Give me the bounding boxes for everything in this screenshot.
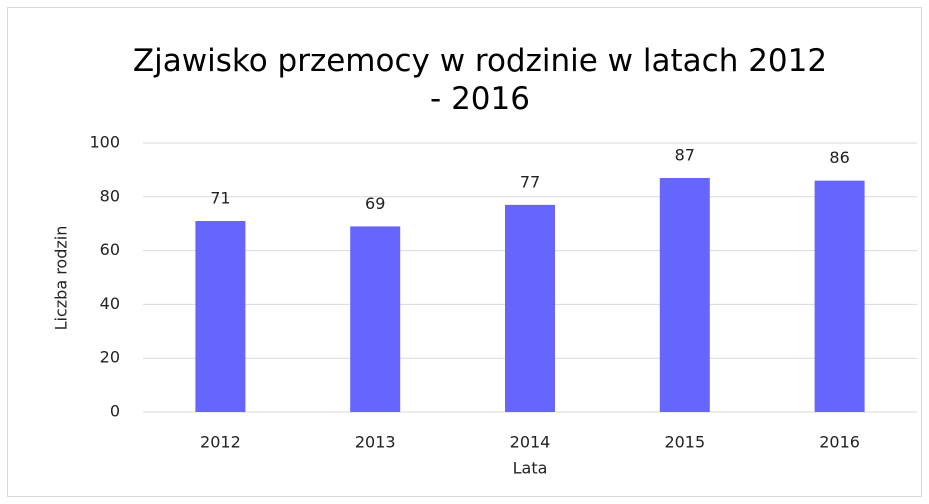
chart-border [7,7,922,497]
x-tick-label: 2013 [355,433,396,452]
y-tick-label: 100 [89,133,120,152]
bar [659,177,710,412]
data-label: 69 [365,194,385,213]
x-tick-label: 2012 [200,433,241,452]
chart-title: Zjawisko przemocy w rodzinie w latach 20… [132,43,828,117]
x-tick-label: 2015 [664,433,705,452]
y-tick-label: 20 [100,348,120,367]
y-tick-label: 40 [100,294,120,313]
y-axis-label: Liczba rodzin [52,226,71,331]
y-tick-label: 60 [100,240,120,259]
data-label: 71 [210,189,230,208]
bar [195,221,246,412]
data-label: 87 [675,145,695,164]
bar [814,180,865,412]
data-label: 86 [829,148,849,167]
data-label: 77 [520,172,540,191]
x-tick-label: 2016 [819,433,860,452]
x-tick-label: 2014 [510,433,551,452]
x-axis-label: Lata [513,459,548,478]
bar [505,204,555,412]
y-tick-label: 80 [100,186,120,205]
y-tick-label: 0 [110,402,120,421]
bar [350,226,401,412]
